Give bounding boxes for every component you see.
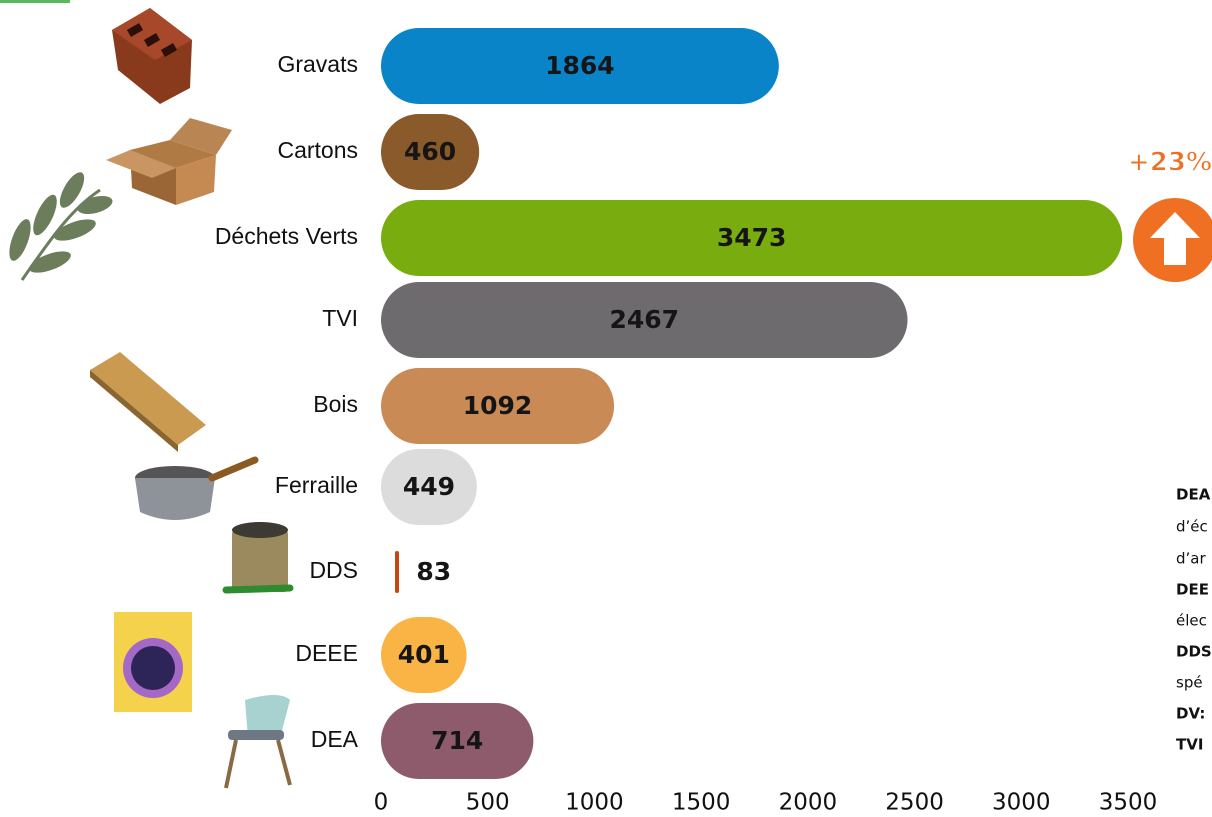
chair-icon: [224, 695, 292, 789]
box-icon: [106, 118, 232, 205]
x-tick-label: 1500: [672, 790, 731, 816]
category-label: DDS: [309, 557, 358, 583]
side-note: DDS: [1176, 643, 1212, 661]
side-note: spé: [1176, 674, 1203, 692]
x-tick-label: 500: [466, 790, 510, 816]
corner-accent: [0, 0, 70, 3]
annotation: +23%: [1128, 148, 1212, 178]
bar: [381, 28, 779, 104]
brick-icon: [112, 8, 192, 104]
side-note: DEA: [1176, 486, 1211, 504]
bar: [381, 282, 908, 358]
category-label: Bois: [313, 391, 358, 417]
x-tick-label: 1000: [565, 790, 624, 816]
pan-icon: [135, 456, 259, 520]
x-tick-label: 3500: [1099, 790, 1158, 816]
category-label: Ferraille: [275, 472, 358, 498]
value-label: 460: [404, 137, 456, 166]
side-note: élec: [1176, 612, 1207, 630]
bar: [381, 368, 615, 444]
up-arrow-icon: [1133, 198, 1212, 282]
category-label: Gravats: [277, 51, 358, 77]
category-label: TVI: [322, 305, 358, 331]
washer-icon: [114, 612, 192, 712]
bar: [381, 200, 1123, 276]
x-tick-label: 2000: [779, 790, 838, 816]
side-note: TVI: [1176, 736, 1203, 754]
bar: [381, 449, 477, 525]
bar: [381, 114, 480, 190]
x-tick-label: 3000: [992, 790, 1051, 816]
side-note: DV:: [1176, 705, 1205, 723]
bar: [395, 551, 399, 593]
leaf-icon: [9, 172, 113, 281]
value-label: 449: [403, 472, 455, 501]
value-label: 1864: [545, 51, 615, 80]
value-label: 83: [416, 557, 451, 586]
paint-icon: [222, 522, 294, 594]
value-label: 3473: [717, 223, 787, 252]
category-label: Déchets Verts: [215, 223, 358, 249]
x-tick-label: 2500: [885, 790, 944, 816]
value-label: 2467: [609, 305, 679, 334]
category-label: DEA: [311, 726, 359, 752]
value-label: 714: [431, 726, 483, 755]
bar: [381, 617, 467, 693]
bar: [381, 703, 534, 779]
value-label: 1092: [463, 391, 533, 420]
side-note: DEE: [1176, 581, 1209, 599]
plank-icon: [90, 352, 206, 452]
side-note: d’ar: [1176, 550, 1206, 568]
category-label: Cartons: [277, 137, 358, 163]
x-tick-label: 0: [374, 790, 389, 816]
category-label: DEEE: [295, 640, 358, 666]
side-note: d’éc: [1176, 518, 1208, 536]
value-label: 401: [398, 640, 450, 669]
